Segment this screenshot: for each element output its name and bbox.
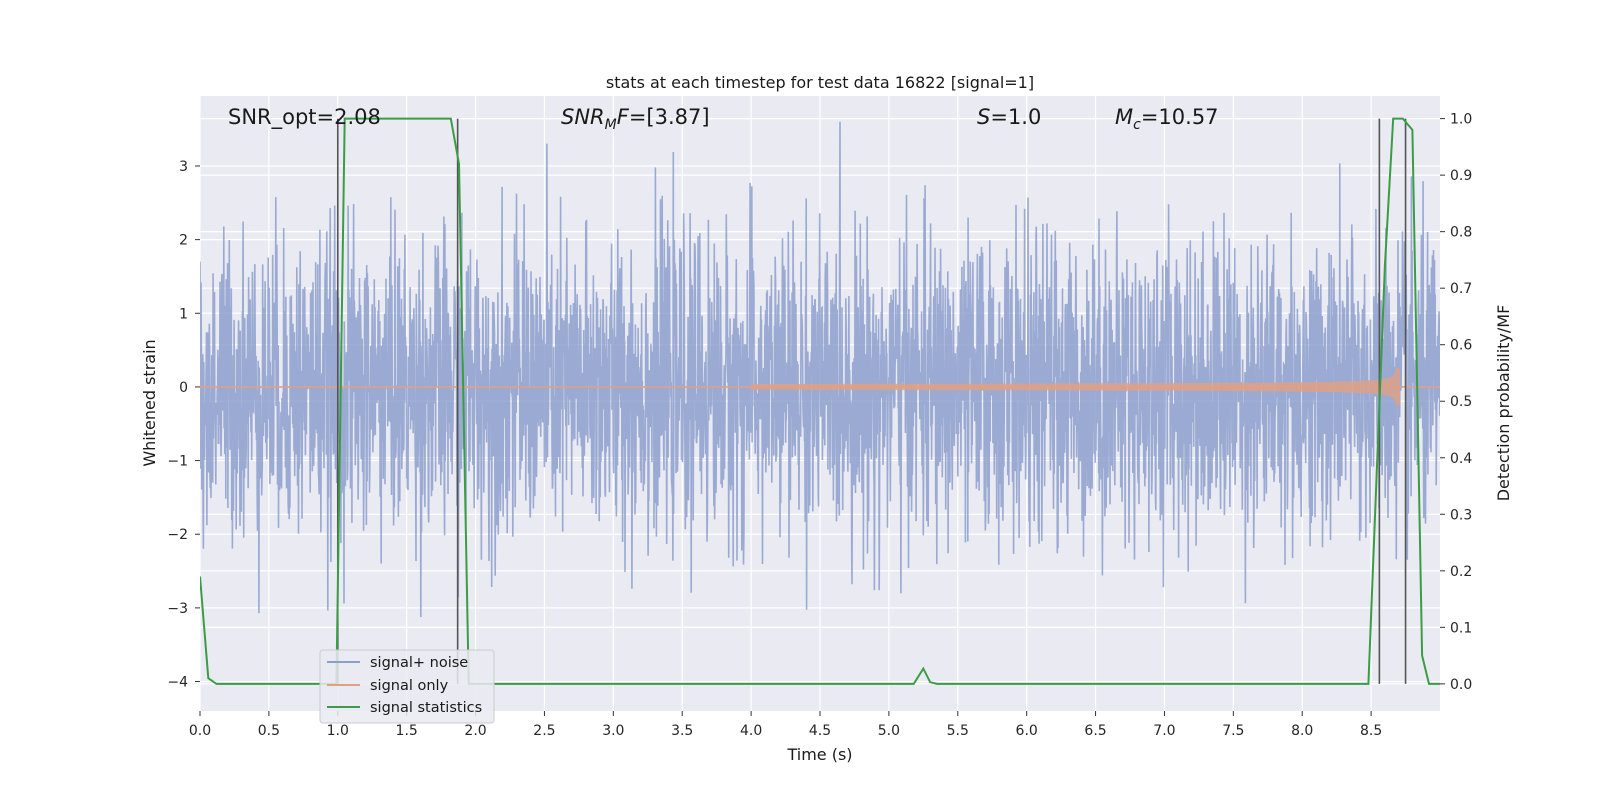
mc-symbol: M bbox=[1115, 105, 1133, 129]
annotation-snr-opt: SNR_opt=2.08 bbox=[228, 105, 381, 130]
y-tick-label-7: −4 bbox=[167, 675, 188, 691]
x-tick-label-17: 8.5 bbox=[1360, 723, 1382, 739]
snr-mf-subscript: M bbox=[605, 117, 617, 133]
x-tick-label-4: 2.0 bbox=[464, 723, 486, 739]
annotation-mc: Mc=10.57 bbox=[1115, 105, 1219, 133]
y-tick-label-4: −1 bbox=[167, 454, 188, 470]
y-tick-label-6: −3 bbox=[167, 601, 188, 617]
chart-title: stats at each timestep for test data 168… bbox=[606, 73, 1034, 92]
legend: signal+ noise signal only signal statist… bbox=[319, 649, 495, 724]
legend-box bbox=[319, 649, 495, 724]
s-value: =1.0 bbox=[990, 105, 1041, 129]
x-tick-label-3: 1.5 bbox=[396, 723, 418, 739]
y-right-axis-label: Detection probability/MF bbox=[1494, 305, 1513, 502]
x-tick-label-15: 7.5 bbox=[1222, 723, 1244, 739]
x-tick-label-11: 5.5 bbox=[947, 723, 969, 739]
x-tick-label-8: 4.0 bbox=[740, 723, 762, 739]
legend-label-statistics: signal statistics bbox=[370, 700, 482, 716]
x-tick-label-6: 3.0 bbox=[602, 723, 624, 739]
x-tick-label-10: 5.0 bbox=[878, 723, 900, 739]
y-tick-label-5: −2 bbox=[167, 527, 188, 543]
snr-mf-f: F bbox=[617, 105, 630, 129]
mc-subscript: c bbox=[1133, 117, 1141, 133]
x-tick-label-2: 1.0 bbox=[327, 723, 349, 739]
y-right-tick-label-1: 0.9 bbox=[1450, 168, 1472, 184]
annotation-snr-mf: SNRMF=[3.87] bbox=[561, 105, 710, 133]
legend-label-signal: signal only bbox=[370, 678, 449, 694]
x-tick-label-7: 3.5 bbox=[671, 723, 693, 739]
x-tick-label-0: 0.0 bbox=[189, 723, 211, 739]
annotation-s: S=1.0 bbox=[977, 105, 1041, 129]
y-right-tick-label-3: 0.7 bbox=[1450, 281, 1472, 297]
y-axis-ticks: 3 2 1 0 −1 −2 −3 −4 bbox=[167, 159, 200, 691]
y-right-tick-label-4: 0.6 bbox=[1450, 338, 1472, 354]
y-tick-label-2: 1 bbox=[179, 306, 188, 322]
x-tick-label-5: 2.5 bbox=[533, 723, 555, 739]
y-right-tick-label-0: 1.0 bbox=[1450, 112, 1472, 128]
y-right-axis-ticks: 1.0 0.9 0.8 0.7 0.6 0.5 0.4 0.3 0.2 0.1 0.0 bbox=[1440, 112, 1472, 693]
s-symbol: S bbox=[977, 105, 990, 129]
y-tick-label-1: 2 bbox=[179, 233, 188, 249]
y-right-tick-label-10: 0.0 bbox=[1450, 677, 1472, 693]
x-tick-label-12: 6.0 bbox=[1016, 723, 1038, 739]
x-tick-label-9: 4.5 bbox=[809, 723, 831, 739]
signal-noise-line bbox=[200, 121, 1440, 618]
signal-statistics-line bbox=[200, 117, 1440, 685]
x-axis-label: Time (s) bbox=[786, 745, 852, 764]
x-tick-label-14: 7.0 bbox=[1153, 723, 1175, 739]
y-right-tick-label-5: 0.5 bbox=[1450, 394, 1472, 410]
x-tick-label-16: 8.0 bbox=[1291, 723, 1313, 739]
y-axis-label: Whitened strain bbox=[140, 339, 159, 466]
plot-area bbox=[200, 117, 1440, 685]
y-right-tick-label-9: 0.1 bbox=[1450, 620, 1472, 636]
y-tick-label-0: 3 bbox=[179, 159, 188, 175]
y-right-tick-label-6: 0.4 bbox=[1450, 451, 1472, 467]
y-tick-label-3: 0 bbox=[179, 380, 188, 396]
y-right-tick-label-2: 0.8 bbox=[1450, 225, 1472, 241]
x-tick-label-1: 0.5 bbox=[258, 723, 280, 739]
x-tick-label-13: 6.5 bbox=[1084, 723, 1106, 739]
y-right-tick-label-8: 0.2 bbox=[1450, 564, 1472, 580]
legend-label-noise: signal+ noise bbox=[370, 655, 468, 671]
mc-value: =10.57 bbox=[1141, 105, 1219, 129]
y-right-tick-label-7: 0.3 bbox=[1450, 507, 1472, 523]
snr-mf-symbol: SNR bbox=[561, 105, 605, 129]
snr-mf-value: =[3.87] bbox=[629, 105, 710, 129]
x-axis-ticks: 0.0 0.5 1.0 1.5 2.0 2.5 3.0 3.5 4.0 4.5 5.0 5.5 6.0 6… bbox=[189, 711, 1382, 739]
